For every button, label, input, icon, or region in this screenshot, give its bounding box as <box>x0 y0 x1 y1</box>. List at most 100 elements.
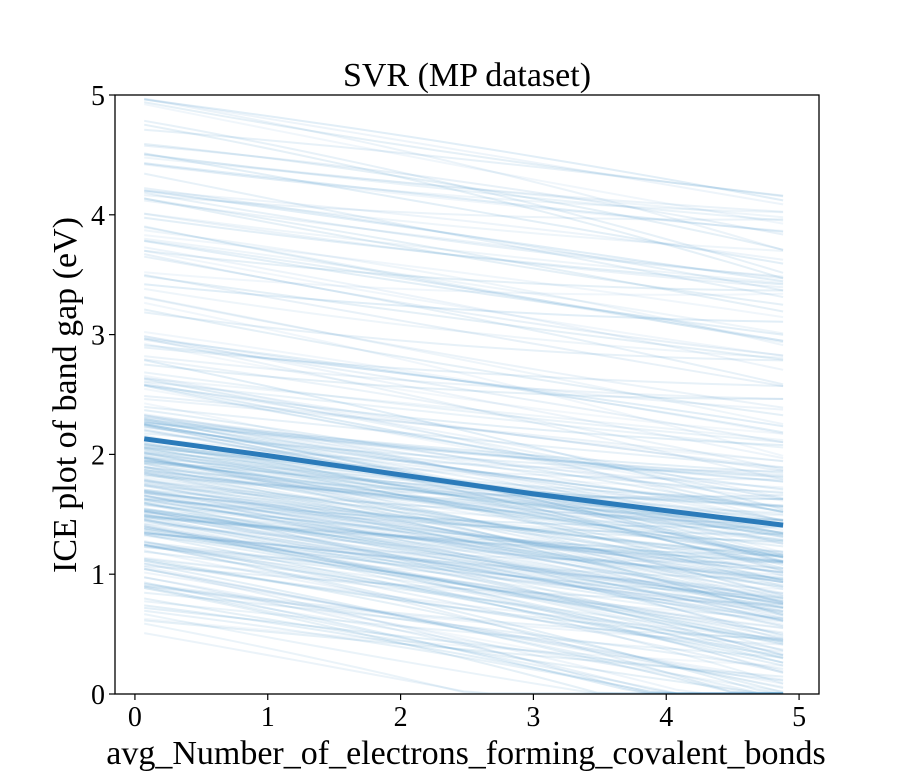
ice-curve <box>144 452 784 538</box>
ice-curve <box>144 384 784 491</box>
ice-curve <box>144 488 784 642</box>
ice-curve <box>144 617 784 667</box>
ice-curve <box>144 503 784 562</box>
ice-curve <box>144 240 784 336</box>
ice-curve <box>144 546 784 643</box>
ice-curve <box>144 514 784 557</box>
ice-curve <box>144 189 784 261</box>
ice-curve <box>144 395 784 472</box>
ice-curve <box>144 459 784 557</box>
x-tick-label: 1 <box>261 702 275 733</box>
ice-curve <box>144 416 784 489</box>
ice-curve <box>144 510 784 595</box>
ice-curve <box>144 531 784 609</box>
ice-curve <box>144 508 784 584</box>
ice-curve <box>144 422 784 478</box>
mean-curve-group <box>143 436 784 528</box>
ice-curve <box>144 456 784 516</box>
ice-curve <box>143 253 784 357</box>
ice-curve <box>144 226 784 344</box>
ice-curve <box>144 541 784 651</box>
ice-curve <box>144 271 784 296</box>
ice-curve <box>144 489 784 570</box>
ice-curve <box>144 342 784 435</box>
ice-curve <box>144 458 784 596</box>
ice-curve <box>144 432 784 479</box>
ice-curve <box>144 462 784 548</box>
ice-curve <box>144 509 784 602</box>
ice-curve <box>144 522 784 577</box>
ice-curve <box>144 571 784 685</box>
ice-curve <box>144 512 784 657</box>
ice-curve <box>144 197 784 313</box>
ice-curve <box>144 416 784 522</box>
mean-curve <box>143 436 784 528</box>
ice-curve <box>144 556 784 620</box>
ice-curve <box>144 585 784 646</box>
ice-curve <box>144 443 784 556</box>
ice-curve <box>144 494 784 600</box>
ice-curve <box>144 515 784 564</box>
ice-curve <box>144 358 784 471</box>
ice-curve <box>144 162 784 232</box>
ice-curve <box>144 495 784 589</box>
x-axis: 0 1 2 3 4 5 <box>128 694 806 733</box>
ice-curve <box>144 481 784 528</box>
ice-curve <box>144 212 784 284</box>
plot-background <box>115 95 819 694</box>
ice-curve <box>144 583 784 694</box>
ice-curve <box>144 606 784 682</box>
ice-curve <box>144 283 784 323</box>
ice-curve <box>144 600 784 659</box>
ice-curve <box>144 335 784 460</box>
ice-curve <box>144 585 784 694</box>
ice-curve <box>144 344 784 428</box>
ice-curve <box>144 480 784 525</box>
ice-curve <box>144 532 784 564</box>
ice-curve <box>144 534 784 619</box>
ice-curve <box>144 557 784 641</box>
ice-curve <box>144 273 784 388</box>
ice-curve <box>144 456 784 604</box>
ice-curve <box>144 586 784 693</box>
ice-curve <box>144 514 784 580</box>
y-tick-label: 3 <box>91 321 105 352</box>
ice-curve <box>144 191 784 278</box>
ice-curve <box>144 163 784 214</box>
ice-curve <box>144 98 784 202</box>
ice-curve <box>144 562 784 640</box>
ice-curve <box>144 449 784 525</box>
ice-curve <box>144 446 784 481</box>
ice-curve <box>144 516 784 553</box>
ice-curve <box>143 549 784 653</box>
ice-curve <box>144 119 784 274</box>
ice-curve <box>144 510 784 600</box>
ice-curve <box>144 541 784 639</box>
ice-curve <box>144 409 784 513</box>
ice-curve <box>144 287 784 359</box>
ice-curve <box>144 492 784 545</box>
ice-curve <box>144 482 784 558</box>
ice-curve <box>144 398 784 463</box>
y-tick-label: 1 <box>91 560 105 591</box>
ice-curve <box>144 101 784 197</box>
ice-curve <box>144 462 784 564</box>
ice-curve <box>144 212 784 289</box>
ice-curve <box>144 543 784 635</box>
ice-curve <box>144 485 784 603</box>
ice-curve <box>144 490 784 586</box>
ice-curve <box>144 504 784 594</box>
ice-curve <box>144 420 784 494</box>
ice-curve <box>144 337 784 434</box>
x-tick-label: 0 <box>128 702 142 733</box>
ice-curve <box>144 512 784 562</box>
ice-curve <box>144 543 784 664</box>
ice-curve <box>144 128 784 198</box>
y-axis-label: ICE plot of band gap (eV) <box>47 217 84 573</box>
ice-curve <box>144 491 784 606</box>
ice-curve <box>144 378 784 462</box>
ice-curve <box>144 479 784 606</box>
ice-curve <box>144 123 784 280</box>
ice-curve <box>144 498 784 623</box>
